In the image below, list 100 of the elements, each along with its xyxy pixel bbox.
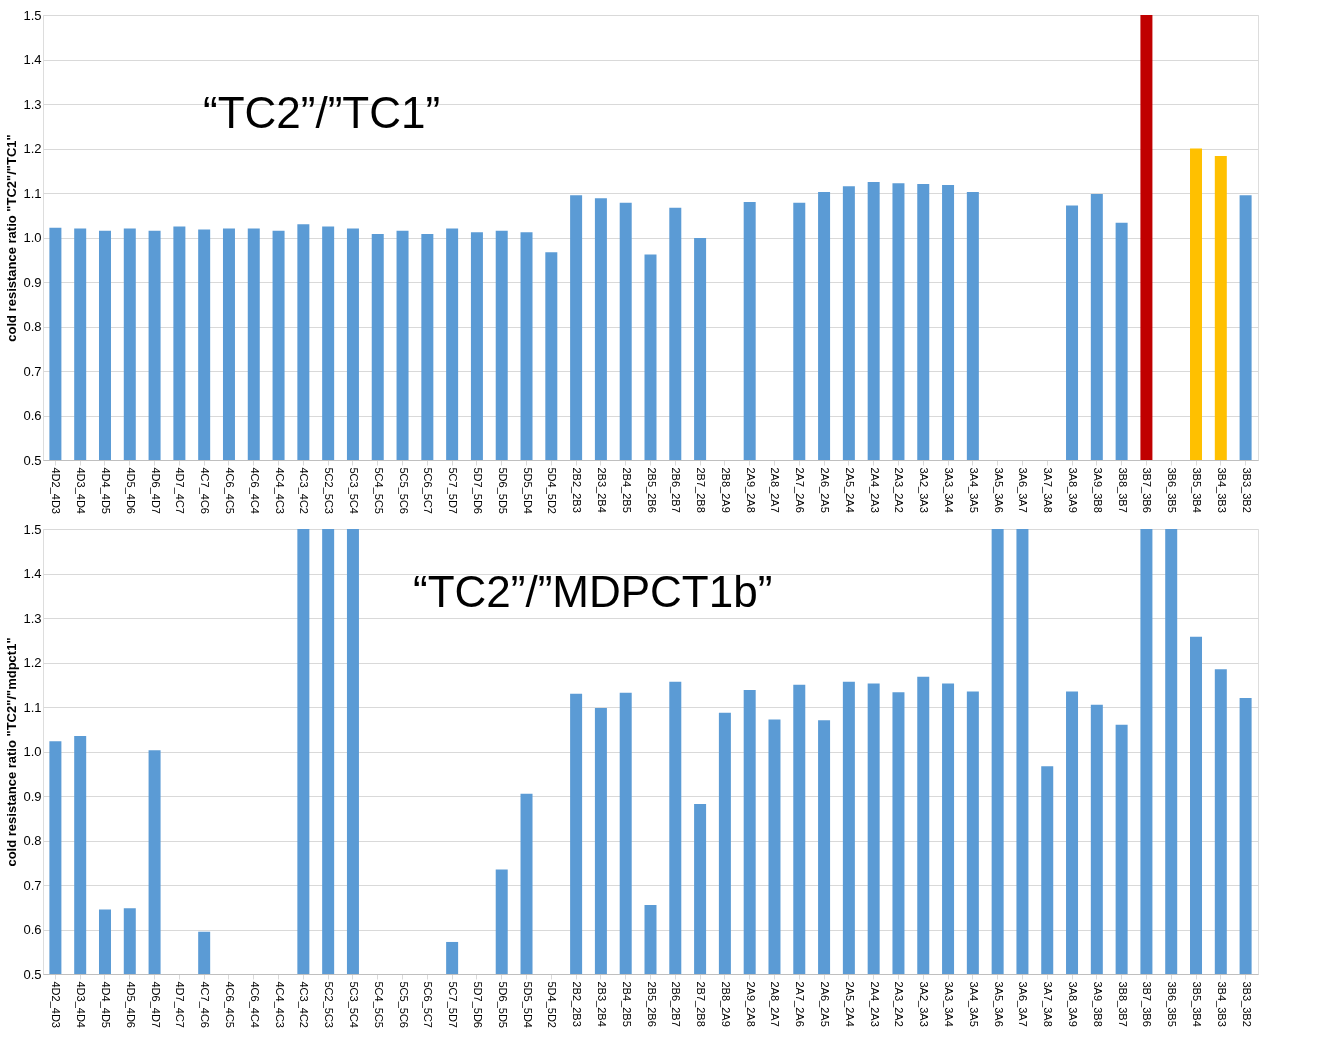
y-axis-title: cold resistance ratio "TC2"/"TC1" — [4, 134, 20, 342]
x-tick-label: 2B7_2B8 — [695, 467, 708, 513]
x-tick-label: 2A4_2A3 — [868, 467, 881, 513]
x-tick-label: 3A3_3A4 — [943, 981, 956, 1027]
y-tick-label: 0.9 — [23, 788, 42, 804]
y-tick-label: 1.2 — [23, 141, 42, 156]
x-tick-label: 4D6_4D7 — [149, 981, 162, 1028]
x-tick-label: 5C6_5C7 — [422, 981, 435, 1028]
x-tick-label: 2B4_2B5 — [620, 467, 633, 513]
x-tick-label: 2B2_2B3 — [571, 981, 584, 1027]
x-tick-label: 2B7_2B8 — [695, 981, 708, 1027]
x-tick-label: 2B2_2B3 — [571, 467, 584, 513]
x-tick-label: 4C7_4C6 — [199, 981, 212, 1028]
y-tick-label: 1.5 — [23, 521, 42, 537]
x-tick-label: 4D5_4D6 — [124, 467, 137, 514]
x-tick-label: 2B5_2B6 — [645, 981, 658, 1027]
x-tick-label: 3A7_3A8 — [1042, 467, 1055, 513]
y-tick-label: 0.5 — [23, 452, 42, 468]
y-tick-label: 1.4 — [23, 52, 42, 67]
x-tick-label: 5C5_5C6 — [397, 467, 410, 514]
x-tick-label: 4D2_4D3 — [50, 981, 63, 1028]
x-tick-label: 5C4_5C5 — [372, 981, 385, 1028]
y-tick-label: 1.0 — [23, 230, 42, 245]
y-tick-label: 1.3 — [23, 96, 42, 112]
x-tick-label: 5D4_5D2 — [546, 467, 559, 514]
x-tick-label: 4C4_4C3 — [273, 981, 286, 1028]
x-tick-label: 2A9_2A8 — [744, 981, 757, 1027]
x-tick-label: 2A6_2A5 — [819, 467, 832, 513]
x-tick-label: 3B8_3B7 — [1116, 467, 1129, 513]
x-tick-label: 3A9_3B8 — [1091, 467, 1104, 513]
x-tick-label: 5D5_5D4 — [521, 467, 534, 514]
x-tick-label: 4C6_4C4 — [248, 467, 261, 514]
x-tick-label: 3A2_3A3 — [918, 467, 931, 513]
x-tick-label: 3A4_3A5 — [967, 981, 980, 1027]
x-tick-label: 3B7_3B6 — [1141, 981, 1154, 1027]
x-tick-label: 4D3_4D4 — [75, 981, 88, 1028]
x-tick-label: 4C4_4C3 — [273, 467, 286, 514]
x-tick-label: 2A8_2A7 — [769, 467, 782, 513]
y-tick-label: 0.9 — [23, 274, 42, 290]
x-tick-label: 3A8_3A9 — [1067, 981, 1080, 1027]
x-tick-label: 3B4_3B3 — [1215, 467, 1228, 513]
x-tick-label: 2A6_2A5 — [819, 981, 832, 1027]
x-tick-label: 2A5_2A4 — [843, 467, 856, 513]
x-tick-label: 5D6_5D5 — [496, 981, 509, 1028]
x-tick-label: 5C2_5C3 — [323, 981, 336, 1028]
y-tick-label: 1.1 — [23, 699, 42, 715]
x-tick-label: 3B5_3B4 — [1191, 467, 1204, 513]
x-tick-label: 5C2_5C3 — [323, 467, 336, 514]
x-tick-label: 2B8_2A9 — [719, 467, 732, 513]
y-tick-label: 0.6 — [23, 408, 42, 423]
x-tick-label: 3A3_3A4 — [943, 467, 956, 513]
x-tick-label: 4D2_4D3 — [50, 467, 63, 514]
x-tick-label: 4D3_4D4 — [75, 467, 88, 514]
x-tick-label: 5C7_5D7 — [447, 981, 460, 1028]
x-tick-label: 4C7_4C6 — [199, 467, 212, 514]
x-tick-label: 4D4_4D5 — [99, 467, 112, 514]
x-tick-label: 4C3_4C2 — [298, 467, 311, 514]
x-tick-label: 3B3_3B2 — [1240, 981, 1253, 1027]
x-tick-label: 5C7_5D7 — [447, 467, 460, 514]
y-tick-label: 1.0 — [23, 744, 42, 759]
y-tick-label: 0.8 — [23, 319, 42, 334]
x-tick-label: 2A4_2A3 — [868, 981, 881, 1027]
x-tick-label: 5C3_5C4 — [347, 981, 360, 1028]
x-tick-label: 2A7_2A6 — [794, 467, 807, 513]
x-tick-label: 3B3_3B2 — [1240, 467, 1253, 513]
x-tick-label: 5C3_5C4 — [347, 467, 360, 514]
x-tick-label: 2B4_2B5 — [620, 981, 633, 1027]
y-tick-label: 0.7 — [23, 363, 42, 379]
x-tick-label: 2A9_2A8 — [744, 467, 757, 513]
y-tick-label: 1.2 — [23, 655, 42, 670]
x-tick-label: 2B6_2B7 — [670, 981, 683, 1027]
x-tick-label: 3A9_3B8 — [1091, 981, 1104, 1027]
x-tick-label: 3A6_3A7 — [1017, 981, 1030, 1027]
x-tick-label: 3B8_3B7 — [1116, 981, 1129, 1027]
x-tick-label: 2A3_2A2 — [893, 467, 906, 513]
x-tick-label: 3B4_3B3 — [1215, 981, 1228, 1027]
x-tick-label: 4D5_4D6 — [124, 981, 137, 1028]
y-tick-label: 1.1 — [23, 185, 42, 201]
annotation: “TC2”/”TC1” — [203, 88, 441, 137]
x-tick-label: 3B5_3B4 — [1191, 981, 1204, 1027]
y-axis-title: cold resistance ratio "TC2"/"mdpct1" — [4, 637, 20, 867]
x-tick-label: 4D7_4C7 — [174, 467, 187, 514]
x-tick-label: 3A8_3A9 — [1067, 467, 1080, 513]
x-tick-label: 2A5_2A4 — [843, 981, 856, 1027]
x-tick-label: 3B6_3B5 — [1166, 467, 1179, 513]
y-tick-label: 1.3 — [23, 610, 42, 626]
x-tick-label: 4C6_4C5 — [223, 981, 236, 1028]
y-tick-label: 0.8 — [23, 833, 42, 848]
y-tick-label: 0.6 — [23, 922, 42, 937]
y-tick-label: 0.7 — [23, 877, 42, 893]
x-tick-label: 2A8_2A7 — [769, 981, 782, 1027]
x-tick-label: 2B5_2B6 — [645, 467, 658, 513]
x-tick-label: 3A5_3A6 — [992, 981, 1005, 1027]
x-tick-label: 2B6_2B7 — [670, 467, 683, 513]
x-tick-label: 4D7_4C7 — [174, 981, 187, 1028]
x-tick-label: 5C5_5C6 — [397, 981, 410, 1028]
x-tick-label: 5C4_5C5 — [372, 467, 385, 514]
x-tick-label: 4C3_4C2 — [298, 981, 311, 1028]
x-tick-label: 4C6_4C5 — [223, 467, 236, 514]
x-tick-label: 5C6_5C7 — [422, 467, 435, 514]
